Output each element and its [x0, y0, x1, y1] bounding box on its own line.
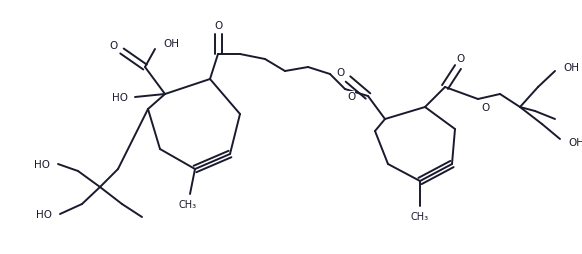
Text: OH: OH [568, 137, 582, 147]
Text: HO: HO [112, 93, 128, 103]
Text: O: O [456, 54, 464, 64]
Text: CH₃: CH₃ [411, 211, 429, 221]
Text: O: O [214, 21, 222, 31]
Text: CH₃: CH₃ [179, 199, 197, 209]
Text: OH: OH [163, 39, 179, 49]
Text: O: O [347, 92, 355, 102]
Text: OH: OH [563, 63, 579, 73]
Text: O: O [336, 68, 344, 78]
Text: HO: HO [36, 209, 52, 219]
Text: HO: HO [34, 159, 50, 169]
Text: O: O [109, 41, 117, 51]
Text: O: O [481, 103, 489, 113]
